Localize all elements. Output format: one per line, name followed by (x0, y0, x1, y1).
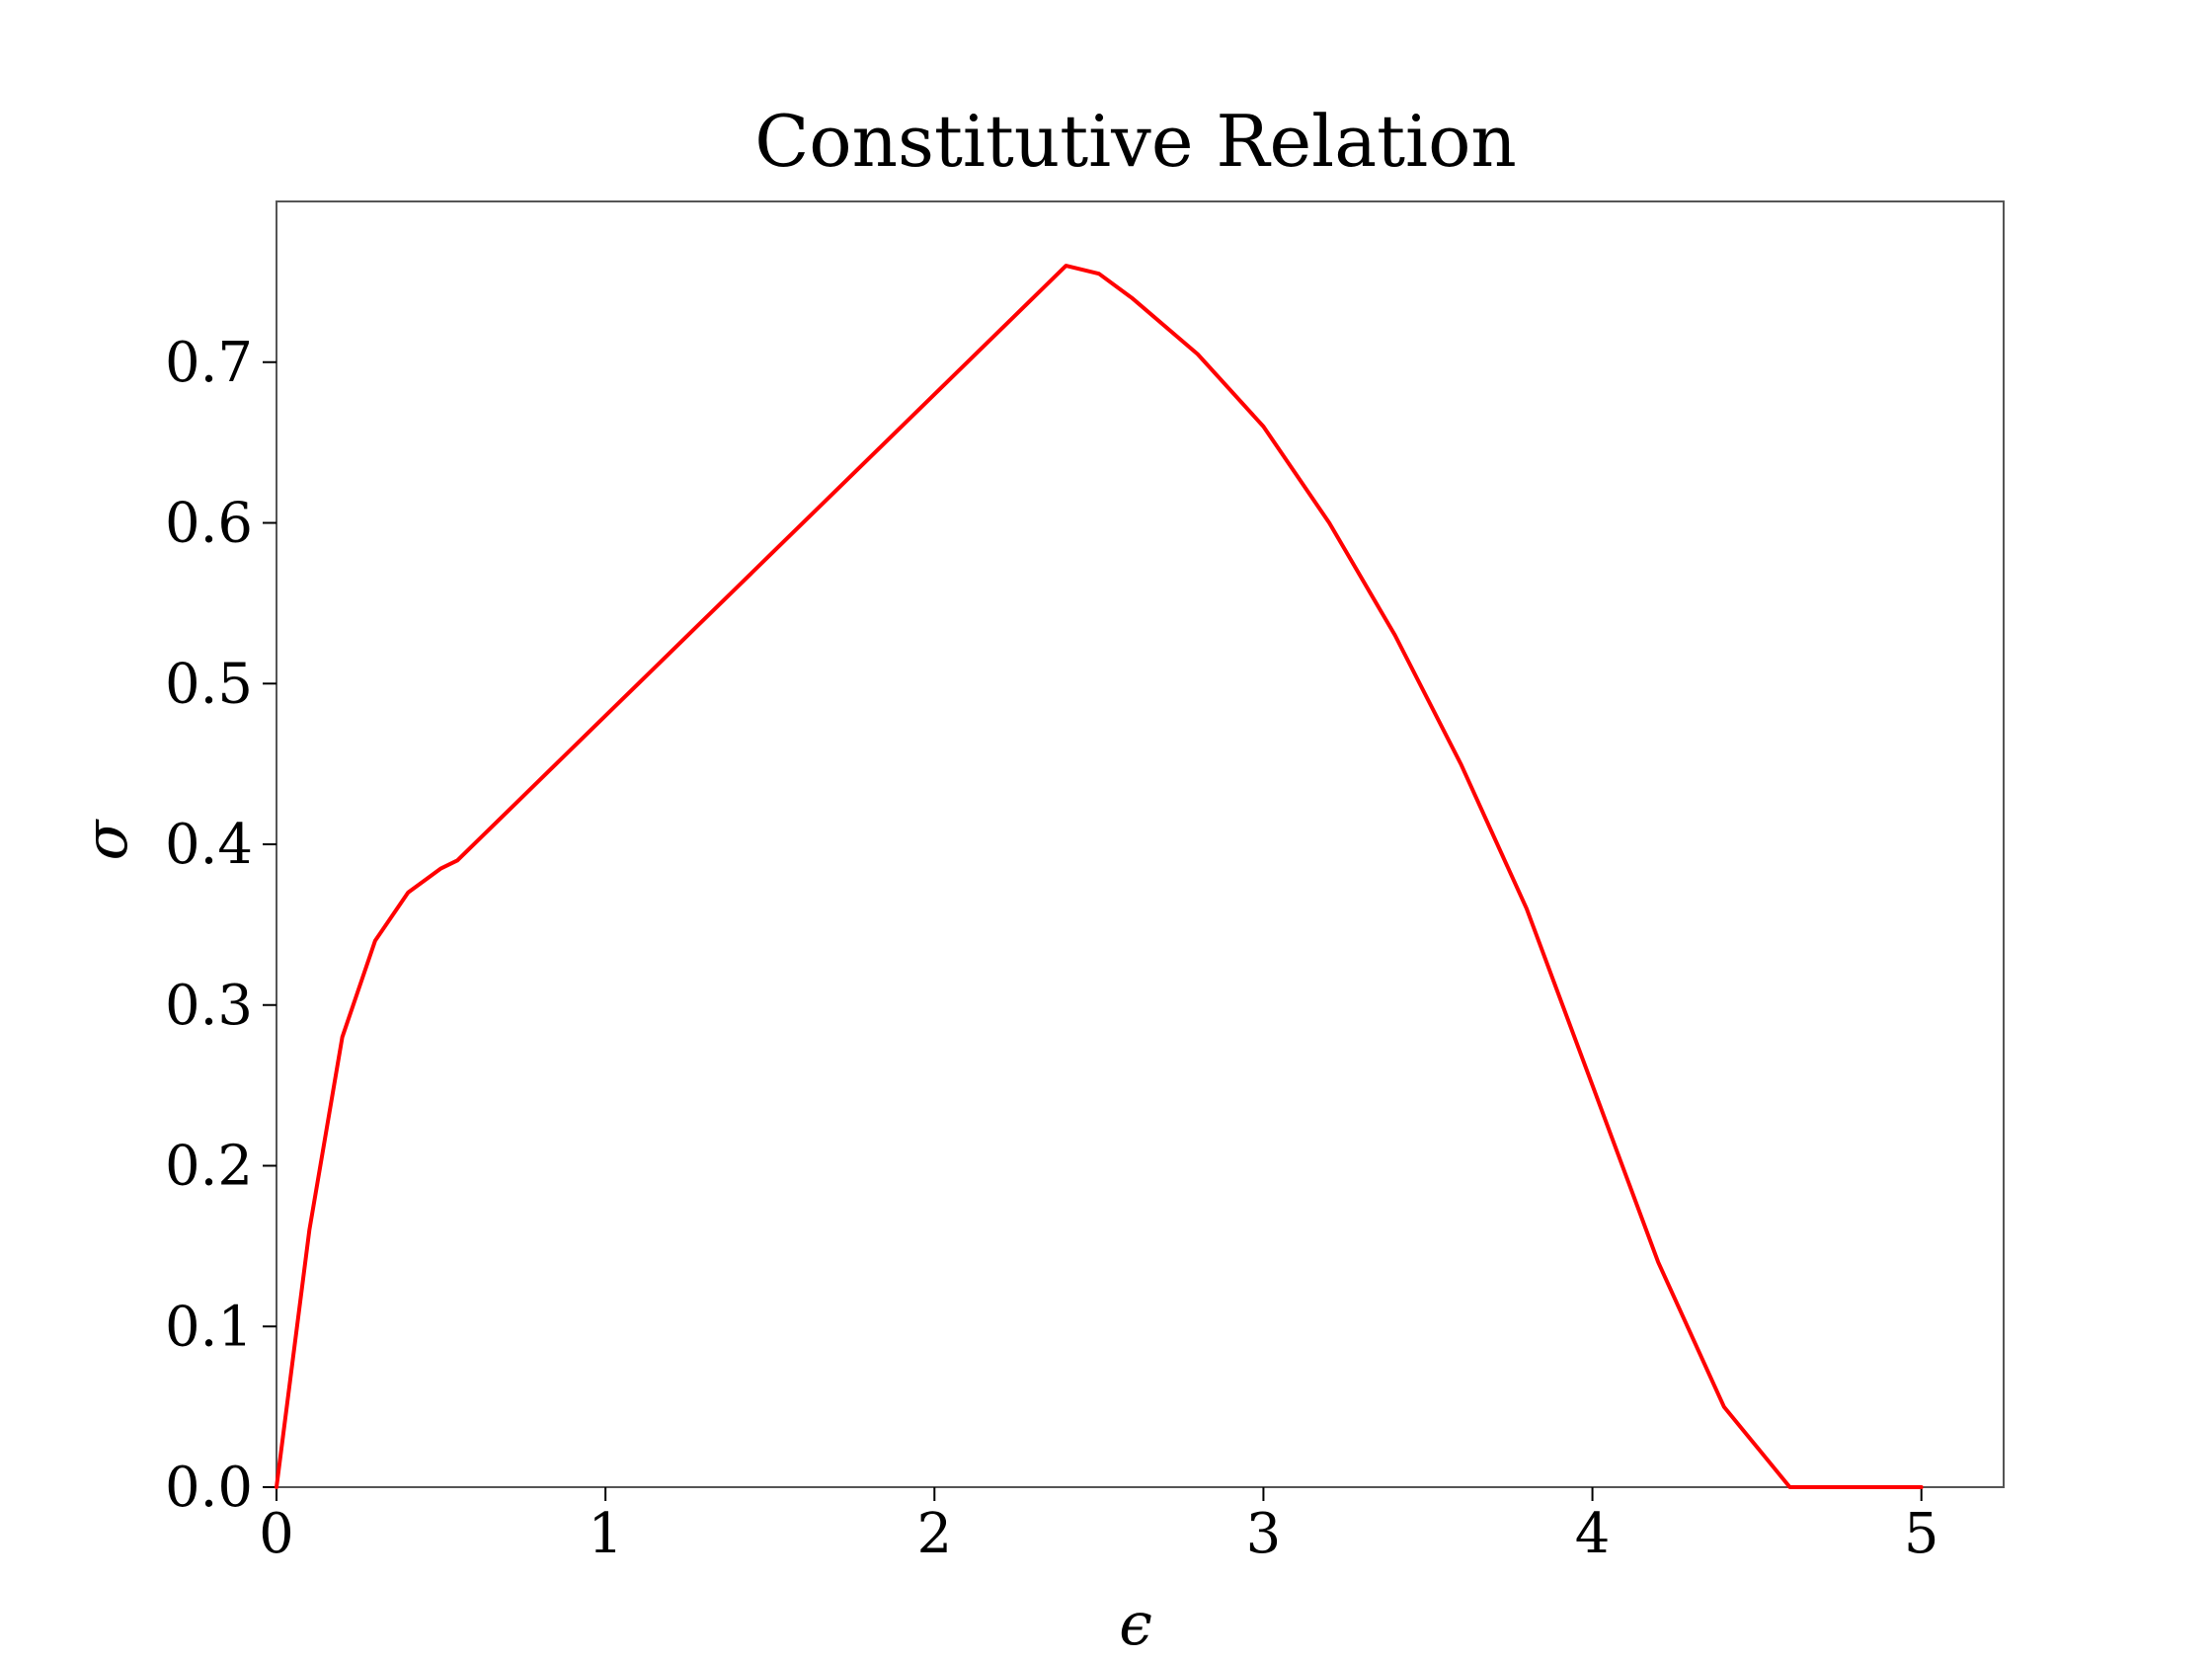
y-tick-label: 0.7 (165, 331, 253, 395)
plot-frame (276, 200, 2005, 1488)
series-line (275, 264, 1924, 1489)
y-tick-label: 0.5 (165, 652, 253, 716)
chart-title: Constitutive Relation (754, 100, 1517, 183)
x-tick-label: 5 (1904, 1502, 1939, 1566)
x-axis-label: ϵ (1119, 1590, 1152, 1659)
y-tick-label: 0.4 (165, 813, 253, 877)
y-axis-label: σ (72, 818, 141, 860)
y-tick-label: 0.1 (165, 1295, 253, 1359)
x-tick-label: 3 (1246, 1502, 1282, 1566)
y-tick-label: 0.2 (165, 1135, 253, 1199)
y-tick-label: 0.0 (165, 1456, 253, 1520)
x-tick-label: 2 (916, 1502, 952, 1566)
plot-area: 0 1 2 3 4 5 0.0 0.1 0.2 0.3 0.4 0.5 0.6 0.7 (165, 200, 2005, 1566)
x-tick-label: 4 (1575, 1502, 1611, 1566)
x-tick-label: 0 (259, 1502, 294, 1566)
y-tick-label: 0.3 (165, 974, 253, 1038)
x-tick-label: 1 (588, 1502, 623, 1566)
y-tick-label: 0.6 (165, 492, 253, 556)
